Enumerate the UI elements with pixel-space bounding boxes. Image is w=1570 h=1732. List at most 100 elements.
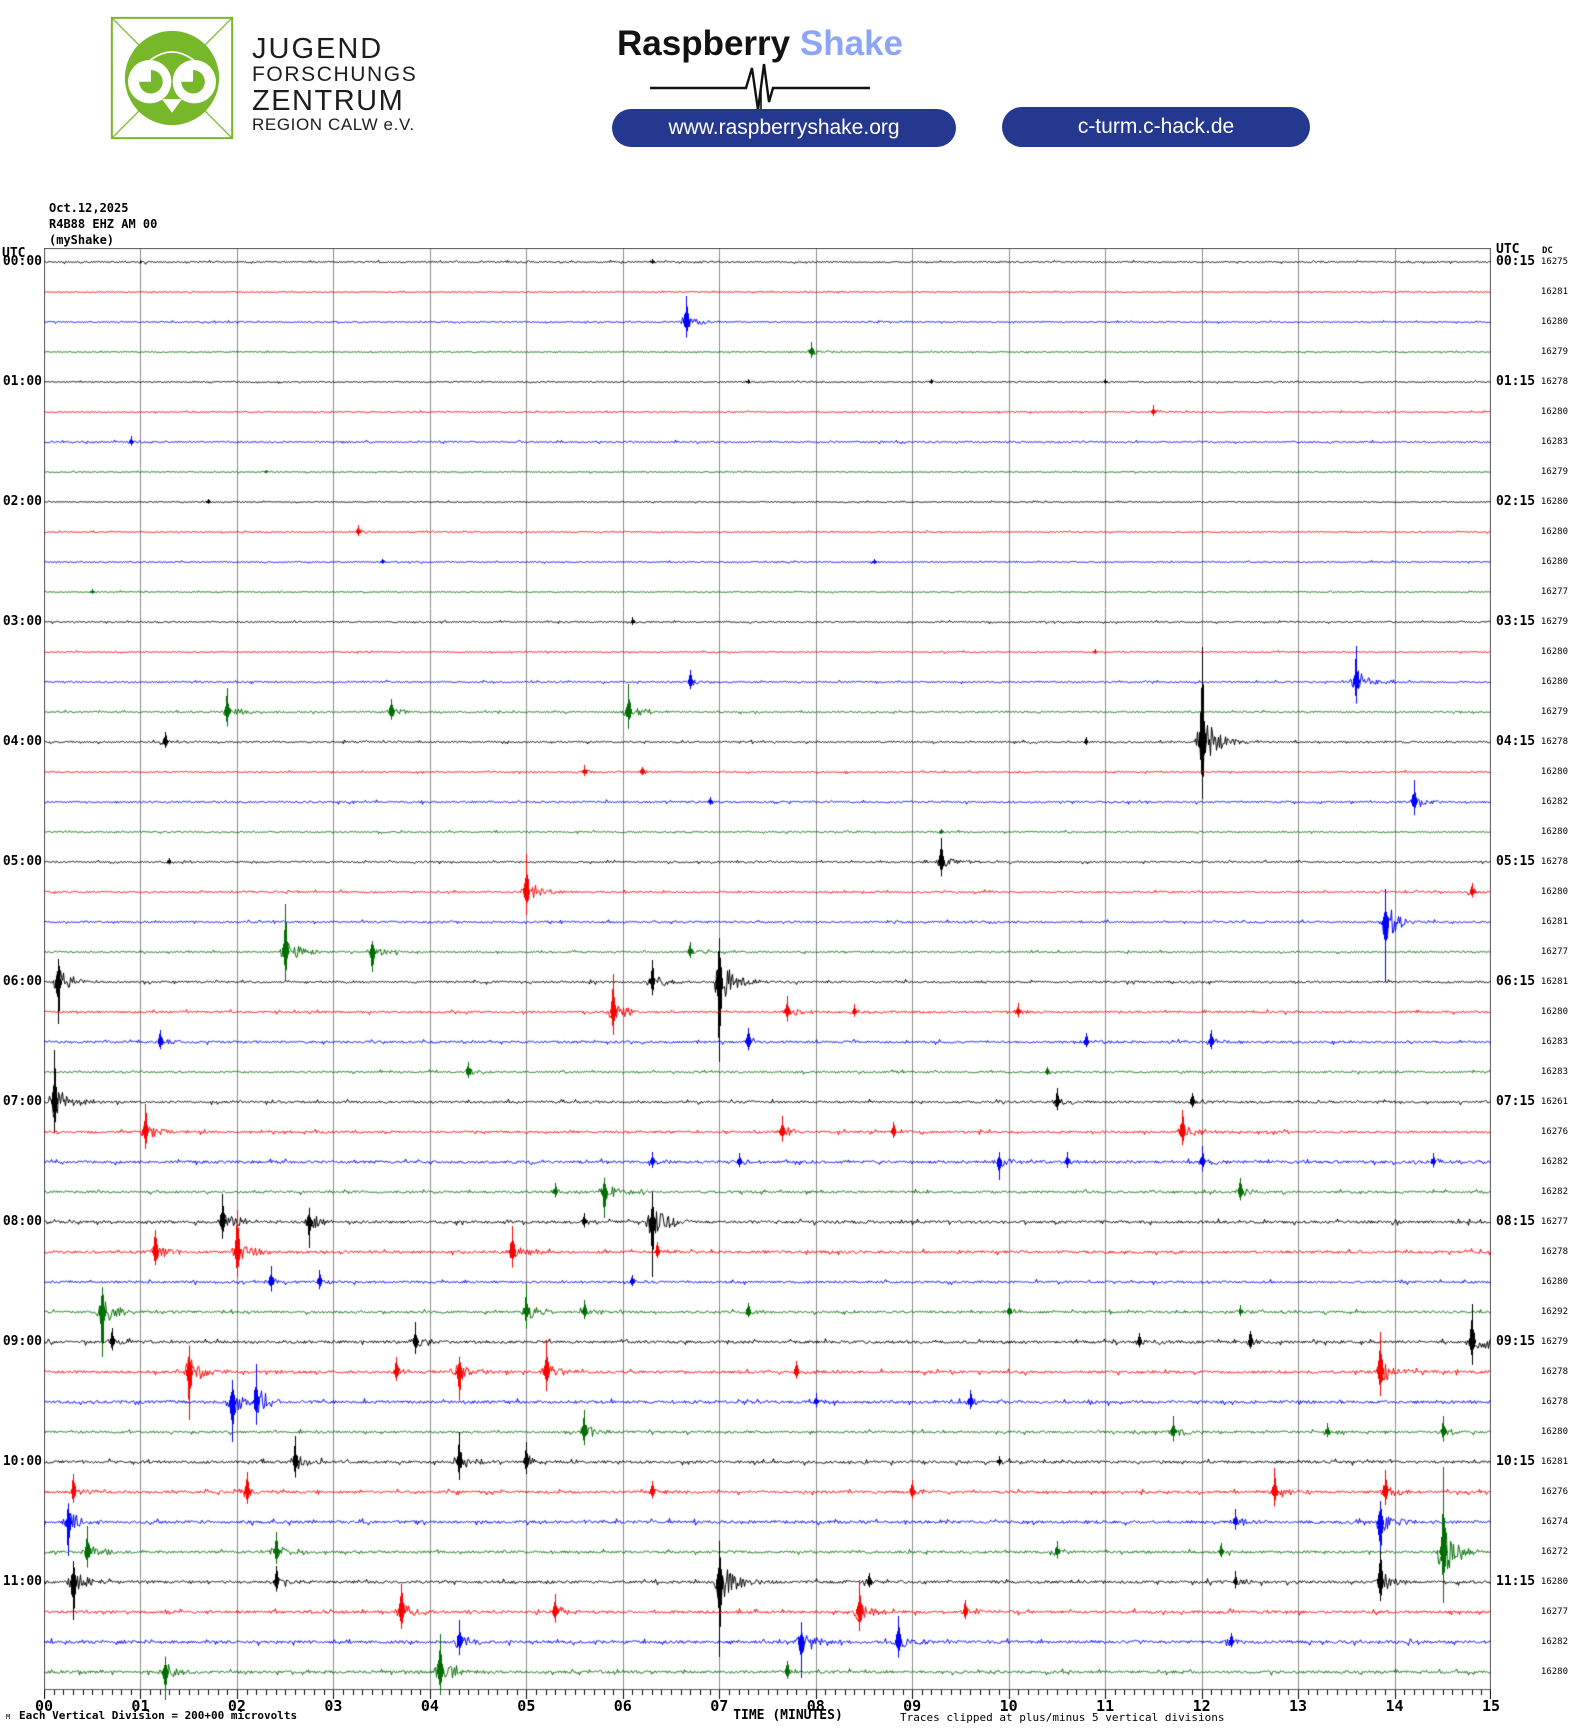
- dc-value: 16280: [1540, 767, 1568, 777]
- dc-value: 16276: [1540, 1487, 1568, 1497]
- minute-tick-label: 15: [1481, 1697, 1501, 1715]
- minute-tick-label: 13: [1289, 1697, 1308, 1715]
- dc-value: 16280: [1540, 887, 1568, 897]
- utc-right-label: 01:15: [1496, 374, 1536, 389]
- utc-left-label: 07:00: [2, 1094, 42, 1109]
- minute-tick-label: 11: [1096, 1697, 1115, 1715]
- dc-value: 16280: [1540, 317, 1568, 327]
- page-header: JUGEND FORSCHUNGS ZENTRUM REGION CALW e.…: [0, 0, 1570, 175]
- minute-tick-label: 06: [613, 1697, 632, 1715]
- utc-right-label: 02:15: [1496, 494, 1536, 509]
- utc-left-label: 11:00: [2, 1574, 42, 1589]
- dc-value: 16280: [1540, 1577, 1568, 1587]
- utc-axis-title-right: UTC: [1496, 242, 1520, 257]
- utc-right-label: 08:15: [1496, 1214, 1536, 1229]
- minute-tick-label: 10: [999, 1697, 1018, 1715]
- dc-value: 16280: [1540, 677, 1568, 687]
- utc-left-label: 10:00: [2, 1454, 42, 1469]
- dc-value: 16283: [1540, 1067, 1568, 1077]
- utc-left-label: 03:00: [2, 614, 42, 629]
- dc-value: 16277: [1540, 1607, 1568, 1617]
- jfz-line-2: FORSCHUNGS: [252, 63, 418, 87]
- utc-left-label: 04:00: [2, 734, 42, 749]
- chack-url-button[interactable]: c-turm.c-hack.de: [1002, 107, 1310, 147]
- dc-value: 16278: [1540, 737, 1568, 747]
- utc-left-label: 02:00: [2, 494, 42, 509]
- dc-value: 16283: [1540, 1037, 1568, 1047]
- plot-date: Oct.12,2025: [49, 201, 129, 215]
- dc-value: 16281: [1540, 287, 1568, 297]
- utc-left-label: 01:00: [2, 374, 42, 389]
- utc-right-label: 09:15: [1496, 1334, 1536, 1349]
- dc-value: 16281: [1540, 917, 1568, 927]
- minute-tick-label: 09: [903, 1697, 922, 1715]
- x-axis-label: TIME (MINUTES): [733, 1708, 843, 1723]
- minute-tick-label: 07: [710, 1697, 729, 1715]
- dc-value: 16278: [1540, 1247, 1568, 1257]
- jfz-line-3: ZENTRUM: [252, 84, 405, 117]
- dc-value: 16278: [1540, 377, 1568, 387]
- owl-logo-icon: [110, 16, 234, 140]
- raspberryshake-wordmark: Raspberry Shake: [555, 24, 965, 64]
- chack-logo: [995, 0, 1325, 175]
- minute-tick-label: 05: [517, 1697, 536, 1715]
- utc-left-label: 08:00: [2, 1214, 42, 1229]
- minute-tick-label: 00: [34, 1697, 54, 1715]
- dc-value: 16279: [1540, 347, 1568, 357]
- dc-value: 16277: [1540, 1217, 1568, 1227]
- dc-value: 16281: [1540, 1457, 1568, 1467]
- dc-value: 16280: [1540, 827, 1568, 837]
- raspberryshake-url-button[interactable]: www.raspberryshake.org: [612, 109, 956, 147]
- dc-value: 16279: [1540, 1337, 1568, 1347]
- minute-tick-label: 08: [806, 1697, 825, 1715]
- dc-value: 16280: [1540, 1277, 1568, 1287]
- dc-value: 16282: [1540, 1637, 1568, 1647]
- plot-station: R4B88 EHZ AM 00: [49, 217, 158, 231]
- minute-tick-label: 14: [1385, 1697, 1404, 1715]
- dc-value: 16277: [1540, 587, 1568, 597]
- dc-value: 16282: [1540, 1157, 1568, 1167]
- jfz-org-name: JUGEND FORSCHUNGS ZENTRUM REGION CALW e.…: [252, 34, 417, 134]
- dc-value: 16272: [1540, 1547, 1568, 1557]
- utc-right-label: 03:15: [1496, 614, 1536, 629]
- utc-axis-title-left: UTC: [2, 246, 26, 261]
- utc-right-label: 06:15: [1496, 974, 1536, 989]
- dc-value: 16282: [1540, 1187, 1568, 1197]
- dc-value: 16280: [1540, 1667, 1568, 1677]
- utc-right-label: 05:15: [1496, 854, 1536, 869]
- utc-right-label: 04:15: [1496, 734, 1536, 749]
- dc-value: 16274: [1540, 1517, 1568, 1527]
- dc-value: 16261: [1540, 1097, 1568, 1107]
- jfz-line-1: JUGEND: [252, 33, 384, 65]
- utc-right-label: 10:15: [1496, 1454, 1536, 1469]
- minute-tick-label: 04: [420, 1697, 439, 1715]
- utc-left-label: 09:00: [2, 1334, 42, 1349]
- utc-right-label: 11:15: [1496, 1574, 1536, 1589]
- minute-tick-label: 12: [1192, 1697, 1211, 1715]
- raspberryshake-logo: Raspberry Shake: [555, 0, 965, 175]
- seismic-wave-icon: [650, 63, 870, 114]
- dc-value: 16278: [1540, 857, 1568, 867]
- dc-value: 16277: [1540, 947, 1568, 957]
- dc-value: 16278: [1540, 1367, 1568, 1377]
- minute-tick-label: 02: [227, 1697, 246, 1715]
- utc-left-label: 06:00: [2, 974, 42, 989]
- dc-value: 16280: [1540, 497, 1568, 507]
- corner-glyph: M: [6, 1713, 11, 1721]
- plot-title: Oct.12,2025 R4B88 EHZ AM 00 (myShake): [49, 200, 157, 248]
- dc-value: 16283: [1540, 437, 1568, 447]
- dc-value: 16280: [1540, 647, 1568, 657]
- clip-note: Traces clipped at plus/minus 5 vertical …: [900, 1711, 1225, 1724]
- jfz-owl-logo: [110, 16, 234, 140]
- shake-word: Shake: [799, 24, 903, 63]
- dc-value: 16280: [1540, 407, 1568, 417]
- scale-note: Each Vertical Division = 200+00 microvol…: [19, 1709, 298, 1722]
- dc-value: 16278: [1540, 1397, 1568, 1407]
- dc-value: 16292: [1540, 1307, 1568, 1317]
- dc-value: 16275: [1540, 257, 1568, 267]
- minute-tick-label: 01: [131, 1697, 150, 1715]
- dc-value: 16280: [1540, 1427, 1568, 1437]
- minute-tick-label: 03: [324, 1697, 343, 1715]
- helicorder-canvas: [44, 248, 1491, 1700]
